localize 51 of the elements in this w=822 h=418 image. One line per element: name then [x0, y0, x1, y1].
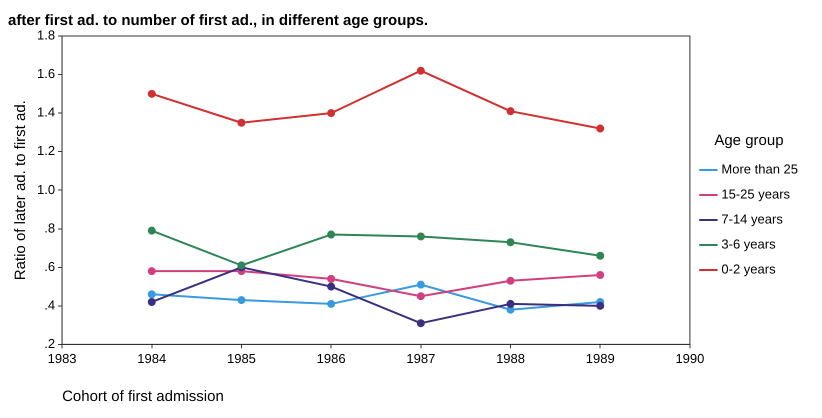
legend-label: 7-14 years	[721, 212, 784, 227]
legend-label: 3-6 years	[721, 236, 776, 252]
chart-title: after first ad. to number of first ad., in different age groups.	[8, 12, 428, 30]
y-tick-label: 1.2	[36, 143, 56, 158]
x-tick-label: 1990	[675, 350, 704, 366]
y-tick-label: 1.4	[36, 104, 56, 120]
x-tick-label: 1988	[496, 350, 525, 366]
point	[327, 300, 336, 308]
point	[506, 107, 515, 116]
point	[148, 226, 156, 235]
point	[416, 319, 425, 328]
point	[237, 118, 246, 127]
y-axis-title: Ratio of later ad. to first ad.	[12, 100, 30, 280]
y-tick-label: 1.8	[36, 28, 56, 43]
y-tick-label: .8	[44, 220, 56, 236]
x-tick-label: 1987	[406, 350, 436, 366]
point	[596, 302, 604, 310]
point	[506, 276, 515, 285]
point	[327, 109, 336, 118]
legend-label: 15-25 years	[721, 186, 791, 202]
point	[327, 230, 336, 239]
point	[148, 267, 156, 276]
point	[416, 292, 425, 300]
x-tick-label: 1983	[48, 350, 77, 366]
x-tick-label: 1986	[316, 350, 346, 366]
y-tick-label: 1.6	[36, 66, 56, 82]
point	[596, 252, 604, 260]
legend-label: 0-2 years	[721, 262, 776, 277]
y-tick-label: 1.0	[36, 182, 56, 197]
legend-title: Age group	[714, 132, 784, 150]
point	[596, 124, 604, 133]
x-tick-label: 1984	[137, 350, 166, 366]
point	[327, 282, 336, 291]
point	[148, 298, 156, 306]
point	[327, 274, 336, 283]
x-tick-label: 1985	[226, 350, 256, 366]
point	[148, 90, 156, 98]
y-tick-label: .2	[44, 336, 56, 351]
point	[506, 300, 515, 308]
y-tick-label: .4	[44, 297, 56, 312]
point	[416, 280, 425, 289]
legend-label: More than 25	[721, 162, 798, 177]
point	[596, 271, 604, 280]
x-tick-label: 1989	[586, 350, 615, 366]
point	[506, 238, 515, 246]
point	[416, 66, 425, 75]
point	[237, 296, 246, 304]
point	[416, 232, 425, 240]
y-tick-label: .6	[44, 258, 56, 274]
point	[148, 290, 156, 298]
x-axis-title: Cohort of first admission	[62, 388, 224, 406]
